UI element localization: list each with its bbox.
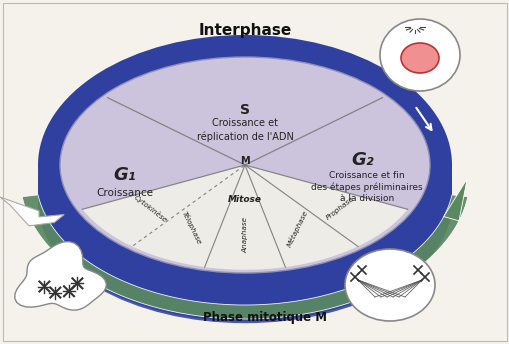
Ellipse shape (38, 78, 451, 318)
Ellipse shape (38, 64, 451, 303)
Polygon shape (0, 197, 64, 226)
Text: Phase mitotique M: Phase mitotique M (203, 311, 326, 323)
Ellipse shape (38, 61, 451, 300)
Polygon shape (443, 179, 466, 221)
Polygon shape (22, 195, 467, 319)
Ellipse shape (38, 73, 451, 312)
Text: Interphase: Interphase (198, 23, 291, 39)
Text: Prophase: Prophase (324, 195, 354, 221)
Text: Métaphase: Métaphase (285, 208, 309, 248)
Text: Cytokinèse: Cytokinèse (132, 193, 168, 223)
Polygon shape (82, 165, 407, 270)
Ellipse shape (38, 68, 451, 307)
Ellipse shape (38, 66, 451, 305)
Ellipse shape (400, 43, 438, 73)
Ellipse shape (38, 59, 451, 298)
Text: Mitose: Mitose (228, 195, 262, 204)
Ellipse shape (38, 80, 451, 320)
Ellipse shape (38, 69, 451, 309)
Text: Anaphase: Anaphase (242, 217, 247, 253)
Ellipse shape (38, 75, 451, 314)
Text: G₁: G₁ (114, 166, 136, 184)
Ellipse shape (38, 82, 451, 321)
Ellipse shape (379, 19, 459, 91)
Ellipse shape (38, 55, 451, 294)
Ellipse shape (38, 35, 451, 295)
Ellipse shape (38, 77, 451, 316)
Ellipse shape (38, 72, 451, 311)
Text: S: S (240, 103, 249, 117)
Ellipse shape (38, 57, 451, 296)
Ellipse shape (38, 62, 451, 302)
Ellipse shape (344, 249, 434, 321)
Ellipse shape (60, 57, 429, 273)
Text: Croissance: Croissance (96, 188, 153, 198)
Polygon shape (15, 241, 106, 310)
Text: Croissance et fin
des étapes préliminaires
à la division: Croissance et fin des étapes préliminair… (310, 171, 422, 203)
Ellipse shape (38, 53, 451, 293)
Text: Croissance et
réplication de l'ADN: Croissance et réplication de l'ADN (196, 118, 293, 142)
Ellipse shape (38, 84, 451, 323)
Text: Télophase: Télophase (181, 210, 203, 246)
Text: M: M (240, 156, 249, 166)
Text: G₂: G₂ (351, 151, 374, 169)
